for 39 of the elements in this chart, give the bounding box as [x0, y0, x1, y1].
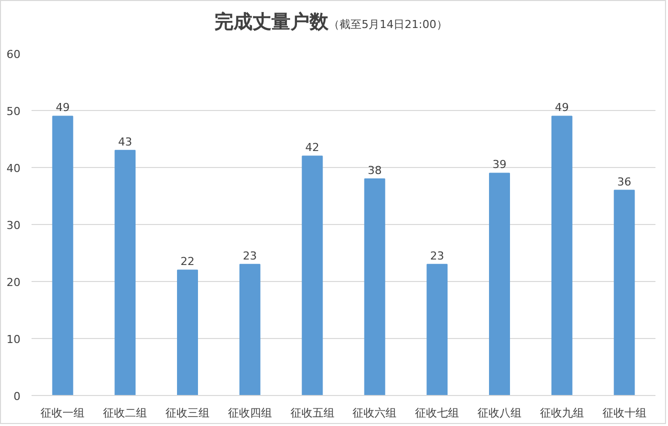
x-tick-label: 征收三组: [166, 406, 210, 420]
bar: [364, 178, 386, 396]
data-label: 23: [430, 249, 444, 262]
y-tick-label: 0: [14, 390, 20, 403]
bar: [614, 190, 635, 396]
x-tick-label: 征收一组: [40, 406, 85, 420]
y-tick-label: 40: [6, 162, 21, 175]
x-tick-label: 征收七组: [415, 406, 460, 420]
bar: [114, 150, 136, 396]
x-tick-label: 征收八组: [478, 406, 522, 420]
chart-title: 完成丈量户数: [214, 11, 329, 33]
bar: [551, 116, 572, 396]
y-tick-label: 50: [6, 105, 21, 118]
data-label: 36: [617, 175, 632, 188]
data-label: 23: [242, 249, 257, 262]
data-label: 43: [118, 135, 132, 148]
x-tick-label: 征收六组: [352, 406, 397, 420]
x-tick-label: 征收四组: [228, 406, 272, 420]
data-label: 49: [56, 101, 70, 114]
x-tick-label: 征收十组: [602, 406, 646, 420]
y-tick-label: 10: [6, 333, 21, 346]
bar: [302, 156, 323, 396]
bar: [52, 116, 74, 396]
chart-subtitle: （截至5月14日21:00）: [328, 18, 448, 31]
bar: [489, 172, 510, 396]
bar: [239, 264, 260, 396]
x-tick-label: 征收九组: [540, 406, 584, 420]
data-label: 22: [180, 255, 194, 268]
data-label: 39: [492, 158, 506, 172]
data-label: 38: [368, 164, 382, 177]
x-tick-label: 征收二组: [103, 406, 148, 420]
bar: [426, 264, 448, 396]
y-tick-label: 30: [6, 219, 21, 232]
y-tick-label: 20: [6, 276, 21, 289]
x-tick-label: 征收五组: [290, 406, 334, 420]
data-label: 49: [554, 101, 569, 114]
bar: [177, 270, 198, 396]
y-tick-label: 60: [6, 48, 21, 61]
data-label: 42: [305, 141, 320, 154]
